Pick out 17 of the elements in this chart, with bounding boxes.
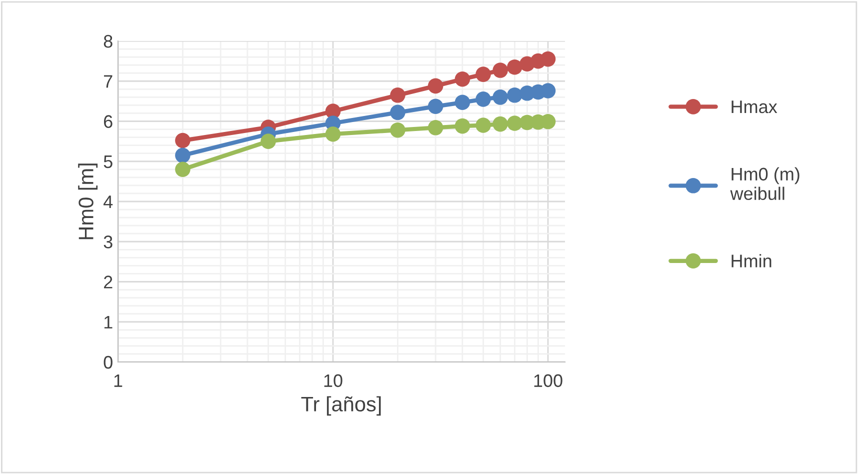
x-tick-label: 100	[534, 374, 562, 388]
x-axis-title: Tr [años]	[301, 396, 381, 416]
y-tick-label: 6	[104, 115, 112, 128]
y-tick-label: 5	[104, 155, 112, 168]
y-tick-label: 0	[104, 356, 112, 369]
legend-label: Hmin	[732, 254, 772, 268]
legend-label: Hm0 (m) weibull	[730, 167, 800, 200]
y-tick-label: 7	[104, 75, 112, 88]
x-tick-label: 10	[324, 374, 342, 388]
y-tick-label: 4	[104, 196, 113, 208]
y-tick-label: 1	[104, 316, 112, 328]
legend-label: Hmax	[732, 100, 778, 114]
x-tick-label: 1	[114, 374, 122, 387]
y-axis-title: Hm0 [m]	[78, 164, 98, 240]
y-tick-label: 3	[104, 236, 112, 248]
y-tick-label: 8	[104, 34, 112, 48]
y-tick-label: 2	[104, 276, 112, 288]
